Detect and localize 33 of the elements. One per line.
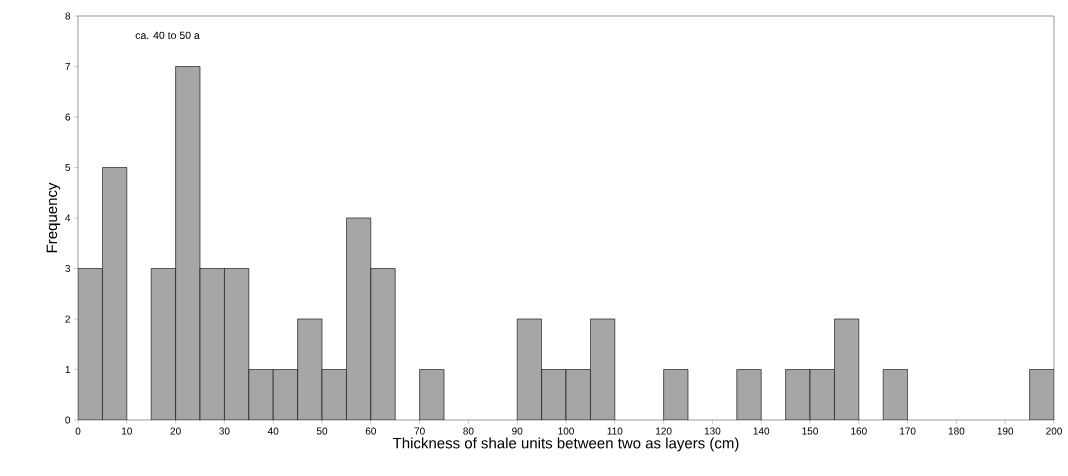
x-tick-label: 80 bbox=[463, 427, 474, 435]
x-tick-label: 100 bbox=[558, 427, 574, 435]
x-tick-label: 200 bbox=[1046, 427, 1062, 435]
annotation: ca. 40 to 50 a bbox=[135, 31, 200, 40]
x-tick-label: 70 bbox=[414, 427, 425, 435]
y-tick-label: 6 bbox=[65, 113, 71, 121]
x-tick-label: 90 bbox=[512, 427, 523, 435]
y-tick-label: 3 bbox=[65, 264, 71, 273]
y-tick-label: 4 bbox=[65, 214, 71, 222]
x-tick-label: 50 bbox=[316, 427, 328, 435]
x-tick-label: 0 bbox=[75, 427, 81, 435]
y-tick-label: 2 bbox=[65, 315, 70, 323]
x-tick-label: 140 bbox=[753, 427, 770, 435]
y-tick-label: 5 bbox=[65, 164, 71, 171]
x-tick-label: 190 bbox=[997, 427, 1014, 435]
y-axis-title: Frequency bbox=[46, 182, 61, 253]
y-tick-label: 0 bbox=[65, 416, 71, 424]
x-tick-label: 130 bbox=[704, 427, 721, 435]
x-tick-label: 110 bbox=[607, 427, 623, 435]
x-tick-label: 180 bbox=[948, 427, 965, 435]
x-axis-title: Thickness of shale units between two as layers (cm) bbox=[392, 437, 739, 452]
x-tick-label: 120 bbox=[656, 427, 672, 435]
y-tick-label: 7 bbox=[65, 63, 70, 70]
x-tick-label: 30 bbox=[219, 427, 230, 435]
y-tick-label: 1 bbox=[65, 366, 71, 373]
x-tick-label: 40 bbox=[267, 427, 279, 435]
y-tick-label: 8 bbox=[65, 12, 71, 20]
x-tick-label: 150 bbox=[802, 427, 818, 435]
x-tick-label: 10 bbox=[122, 427, 132, 435]
x-tick-label: 20 bbox=[170, 427, 181, 435]
x-tick-label: 170 bbox=[900, 427, 916, 435]
x-tick-label: 60 bbox=[365, 427, 376, 435]
x-tick-label: 160 bbox=[851, 427, 867, 435]
